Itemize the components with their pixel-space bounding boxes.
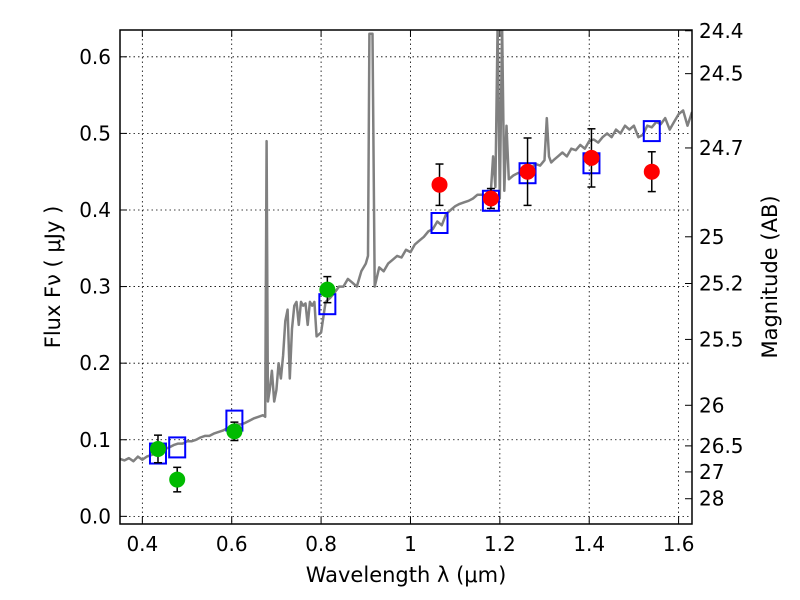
right-tick-label: 25.2 <box>699 272 744 296</box>
photometry-point <box>319 281 336 298</box>
right-tick-label: 26.5 <box>699 434 744 458</box>
photometry-point <box>519 163 536 180</box>
right-tick-label: 24.5 <box>699 62 744 86</box>
spectrum-line <box>120 30 692 463</box>
right-tick-label: 25 <box>699 225 724 249</box>
right-tick-label: 27 <box>699 460 724 484</box>
y-tick-label: 0.1 <box>79 428 111 452</box>
photometry-point <box>226 423 243 440</box>
y-tick-label: 0.3 <box>79 275 111 299</box>
right-tick-label: 24.4 <box>699 19 744 43</box>
right-tick-label: 24.7 <box>699 136 744 160</box>
y-tick-label: 0.0 <box>79 504 111 528</box>
model-photometry-square <box>642 120 661 143</box>
x-axis-label: Wavelength λ (μm) <box>306 563 507 587</box>
photometry-point <box>643 163 660 180</box>
x-tick-label: 0.4 <box>126 532 158 556</box>
grid-lines <box>120 30 692 524</box>
y-tick-label: 0.5 <box>79 121 111 145</box>
right-tick-label: 25.5 <box>699 327 744 351</box>
right-tick-label: 28 <box>699 487 724 511</box>
y-axis-label: Flux Fν ( μJy ) <box>41 206 65 349</box>
photometry-point <box>583 149 600 166</box>
x-tick-label: 0.8 <box>305 532 337 556</box>
model-photometry-square <box>430 212 449 235</box>
x-tick-label: 1.2 <box>484 532 516 556</box>
y-tick-label: 0.4 <box>79 198 111 222</box>
y-tick-label: 0.2 <box>79 351 111 375</box>
axis-ticks: 0.4 0.6 0.8 1 1.2 1.4 1.6 0.0 0.1 0.2 0.3 0.4 0.5 0.6… <box>79 19 743 556</box>
x-tick-label: 1.4 <box>573 532 605 556</box>
plot-frame <box>119 29 693 525</box>
photometry-point <box>431 176 448 193</box>
photometry-point <box>149 440 166 457</box>
x-tick-label: 0.6 <box>216 532 248 556</box>
model-photometry-square <box>168 436 187 459</box>
x-tick-label: 1 <box>404 532 417 556</box>
photometry-point <box>482 190 499 207</box>
right-tick-label: 26 <box>699 393 724 417</box>
right-axis-label: Magnitude (AB) <box>758 195 782 358</box>
photometry-point <box>169 471 186 488</box>
y-tick-label: 0.6 <box>79 45 111 69</box>
x-tick-label: 1.6 <box>663 532 695 556</box>
plot-marks <box>120 30 692 493</box>
